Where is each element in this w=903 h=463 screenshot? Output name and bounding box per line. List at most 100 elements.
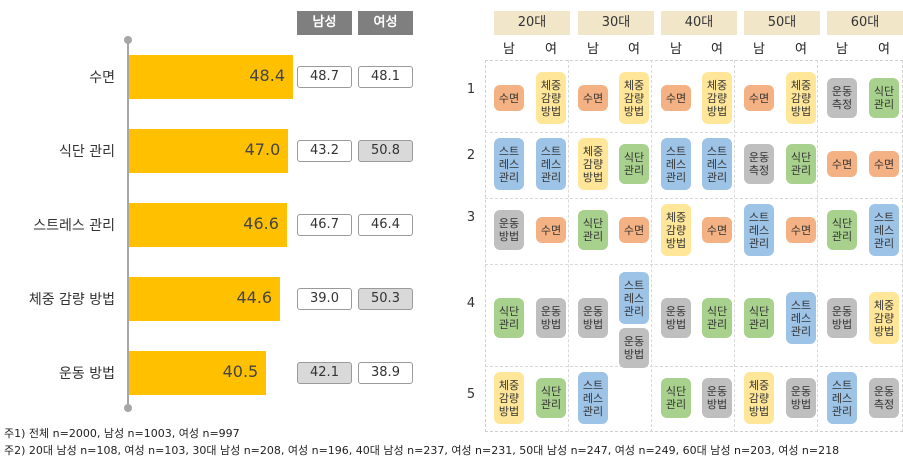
axis-end-dot: [124, 404, 132, 412]
column-separator: [817, 60, 818, 432]
rank-tile-weight: 체중감량방법: [661, 204, 691, 256]
row-separator: [485, 366, 903, 367]
rank-tile-exercise: 운동측정: [827, 78, 857, 118]
gender-label: 여: [711, 42, 723, 57]
column-separator: [568, 60, 569, 432]
rank-tile-diet: 식단관리: [578, 210, 608, 250]
row-separator: [485, 198, 903, 199]
row-separator: [485, 264, 903, 265]
rank-tile-weight: 체중감량방법: [869, 292, 899, 344]
rank-tile-stress: 스트레스관리: [786, 292, 816, 344]
gender-label: 여: [545, 42, 557, 57]
rank-tile-sleep: 수면: [827, 151, 857, 177]
rank-tile-exercise: 운동방법: [578, 298, 608, 338]
female-value: 48.1: [358, 66, 413, 88]
male-value: 42.1: [297, 362, 352, 384]
rank-tile-stress: 스트레스관리: [702, 138, 732, 190]
rank-label: 4: [466, 296, 476, 311]
rank-tile-sleep: 수면: [702, 217, 732, 243]
female-header: 여성: [358, 11, 413, 35]
rank-tile-weight: 체중감량방법: [702, 72, 732, 124]
rank-tile-exercise: 운동방법: [786, 378, 816, 418]
male-value: 43.2: [297, 140, 352, 162]
rank-tile-weight: 체중감량방법: [536, 72, 566, 124]
bar: [129, 351, 267, 395]
bar-value-label: 47.0: [244, 140, 281, 159]
female-value: 38.9: [358, 362, 413, 384]
rank-tile-exercise: 운동측정: [744, 144, 774, 184]
gender-label: 여: [628, 42, 640, 57]
rank-tile-stress: 스트레스관리: [744, 204, 774, 256]
gender-label: 남: [670, 42, 682, 57]
age-group-header: 30대: [578, 11, 654, 35]
gender-label: 남: [836, 42, 848, 57]
bar-value-label: 44.6: [236, 288, 273, 307]
rank-tile-weight: 체중감량방법: [578, 138, 608, 190]
male-value: 46.7: [297, 214, 352, 236]
rank-tile-exercise: 운동측정: [869, 378, 899, 418]
rank-tile-stress: 스트레스관리: [578, 372, 608, 424]
rank-tile-sleep: 수면: [786, 217, 816, 243]
rank-tile-stress: 스트레스관리: [536, 138, 566, 190]
gender-label: 남: [753, 42, 765, 57]
rank-label: 1: [466, 82, 476, 97]
rank-tile-sleep: 수면: [536, 217, 566, 243]
rank-tile-stress: 스트레스관리: [827, 372, 857, 424]
rank-tile-diet: 식단관리: [494, 298, 524, 338]
rank-label: 5: [466, 387, 476, 402]
rank-tile-sleep: 수면: [578, 85, 608, 111]
rank-tile-weight: 체중감량방법: [619, 72, 649, 124]
male-header: 남성: [297, 11, 352, 35]
rank-tile-exercise: 운동방법: [619, 328, 649, 368]
age-group-header: 60대: [827, 11, 903, 35]
rank-tile-exercise: 운동방법: [702, 378, 732, 418]
gender-label: 남: [587, 42, 599, 57]
row-separator: [485, 132, 903, 133]
female-value: 50.3: [358, 288, 413, 310]
rank-tile-exercise: 운동방법: [661, 298, 691, 338]
column-separator: [651, 60, 652, 432]
bar-value-label: 48.4: [249, 66, 285, 85]
category-label: 식단 관리: [59, 144, 115, 160]
rank-tile-weight: 체중감량방법: [786, 72, 816, 124]
age-group-header: 20대: [494, 11, 570, 35]
rank-tile-diet: 식단관리: [661, 378, 691, 418]
age-group-header: 40대: [661, 11, 737, 35]
gender-label: 여: [795, 42, 807, 57]
category-label: 체중 감량 방법: [28, 292, 115, 308]
footnote-2: 주2) 20대 남성 n=108, 여성 n=103, 30대 남성 n=208…: [4, 444, 840, 457]
rank-tile-stress: 스트레스관리: [619, 272, 649, 324]
rank-label: 2: [466, 148, 476, 163]
rank-tile-stress: 스트레스관리: [661, 138, 691, 190]
rank-tile-weight: 체중감량방법: [494, 372, 524, 424]
category-label: 운동 방법: [59, 366, 115, 382]
rank-tile-exercise: 운동방법: [494, 210, 524, 250]
male-value: 48.7: [297, 66, 352, 88]
rank-tile-diet: 식단관리: [619, 144, 649, 184]
rank-label: 3: [466, 210, 476, 225]
rank-tile-sleep: 수면: [494, 85, 524, 111]
category-label: 스트레스 관리: [33, 218, 115, 234]
age-group-header: 50대: [744, 11, 820, 35]
rank-tile-diet: 식단관리: [702, 298, 732, 338]
rank-tile-sleep: 수면: [661, 85, 691, 111]
rank-tile-exercise: 운동방법: [536, 298, 566, 338]
footnote-1: 주1) 전체 n=2000, 남성 n=1003, 여성 n=997: [4, 427, 240, 440]
rank-tile-diet: 식단관리: [869, 78, 899, 118]
rank-tile-weight: 체중감량방법: [744, 372, 774, 424]
rank-tile-exercise: 운동방법: [827, 298, 857, 338]
rank-tile-sleep: 수면: [744, 85, 774, 111]
female-value: 50.8: [358, 140, 413, 162]
male-value: 39.0: [297, 288, 352, 310]
gender-label: 여: [878, 42, 890, 57]
category-label: 수면: [89, 70, 115, 86]
rank-tile-stress: 스트레스관리: [494, 138, 524, 190]
rank-tile-diet: 식단관리: [536, 378, 566, 418]
rank-tile-diet: 식단관리: [827, 210, 857, 250]
rank-tile-diet: 식단관리: [786, 144, 816, 184]
rank-tile-sleep: 수면: [619, 217, 649, 243]
female-value: 46.4: [358, 214, 413, 236]
rank-tile-stress: 스트레스관리: [869, 204, 899, 256]
rank-tile-diet: 식단관리: [744, 298, 774, 338]
bar: [129, 277, 281, 321]
